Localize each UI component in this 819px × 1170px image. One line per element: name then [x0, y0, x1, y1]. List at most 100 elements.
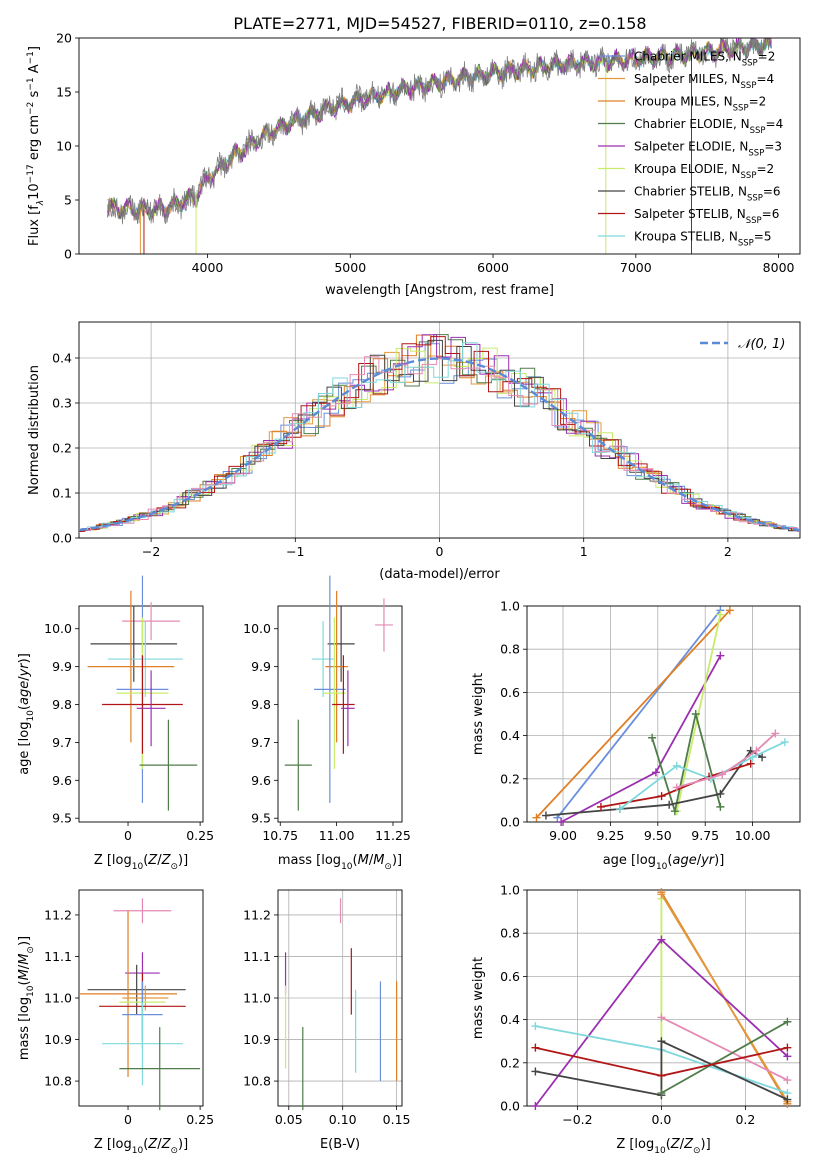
x-tick-label: 7000 — [620, 260, 652, 275]
x-tick-label: 5000 — [334, 260, 366, 275]
y-tick-label: 0.0 — [500, 1099, 520, 1114]
x-tick-label: 0 — [124, 1112, 132, 1127]
axes-frame — [526, 889, 801, 1107]
y-tick-label: 11.1 — [44, 949, 72, 964]
y-tick-label: 0.2 — [52, 441, 72, 456]
y-tick-label: 9.9 — [251, 659, 271, 674]
weight-lines — [531, 888, 792, 1110]
gaussian-curve — [79, 357, 800, 532]
y-tick-label: 0.8 — [500, 642, 520, 657]
spectrum-legend: Chabrier MILES, NSSP=2 Salpeter MILES, NS… — [598, 50, 783, 249]
weight-point-marker — [531, 1102, 540, 1110]
x-axis-label: wavelength [Angstrom, rest frame] — [325, 283, 554, 298]
spectrum-lines — [107, 38, 772, 254]
x-tick-label: 0 — [124, 828, 132, 843]
weight-series-line — [675, 614, 722, 812]
weight-point-marker — [557, 818, 566, 826]
x-axis-label: (data-model)/error — [379, 567, 500, 582]
axes-frame — [78, 889, 204, 1107]
figure-title: PLATE=2771, MJD=54527, FIBERID=0110, z=0… — [233, 14, 646, 33]
y-axis-label: Flux [fλ10−17 erg cm−2 s−1 A−1] — [26, 46, 46, 246]
weight-vs-age-panel: 9.00 9.25 9.50 9.75 10.00 0.0 0.2 0.4 0.6 0.8 1.0 a… — [471, 599, 801, 872]
weight-point-marker — [532, 813, 541, 822]
data-spectrum-line — [107, 38, 772, 225]
weight-point-marker — [657, 1037, 666, 1046]
weight-point-marker — [716, 651, 725, 660]
error-bars — [284, 898, 398, 1111]
weight-series-line — [535, 1039, 788, 1101]
y-tick-label: 10.0 — [44, 621, 72, 636]
weight-point-marker — [783, 1017, 792, 1026]
weight-point-marker — [672, 761, 681, 770]
weight-point-marker — [718, 770, 727, 779]
weight-point-marker — [531, 1043, 540, 1052]
legend-entry: Salpeter MILES, NSSP=4 — [634, 72, 774, 91]
legend-entry: Kroupa ELODIE, NSSP=2 — [634, 162, 774, 181]
legend-entry: Salpeter STELIB, NSSP=6 — [634, 207, 779, 226]
y-tick-label: 0.6 — [500, 969, 520, 984]
x-tick-label: −2 — [142, 544, 160, 559]
weight-point-marker — [670, 807, 679, 816]
weight-point-marker — [665, 800, 674, 809]
weight-vs-z-panel: −0.2 0.0 0.2 0.0 0.2 0.4 0.6 0.8 1.0 Z [log10(Z/Z… — [471, 883, 801, 1156]
y-axis-label: mass weight — [471, 957, 486, 1039]
axes-frame — [78, 605, 204, 823]
y-tick-label: 20 — [56, 31, 72, 46]
weight-point-marker — [748, 753, 757, 762]
weight-lines — [532, 606, 789, 826]
y-tick-label: 9.7 — [251, 735, 271, 750]
weight-series-line — [535, 609, 731, 819]
weight-point-marker — [657, 1013, 666, 1022]
x-tick-label: 9.50 — [644, 828, 672, 843]
y-tick-label: 10.8 — [243, 1074, 271, 1089]
mass-vs-ebv-panel: 0.05 0.10 0.15 10.8 10.9 11.0 11.1 11.2 E(B-V) — [243, 889, 411, 1152]
weight-point-marker — [725, 606, 734, 615]
weight-point-marker — [657, 890, 666, 899]
y-tick-label: 11.0 — [44, 991, 72, 1006]
y-tick-label: 11.2 — [44, 907, 72, 922]
y-tick-label: 0.6 — [500, 685, 520, 700]
y-tick-label: 0.4 — [500, 728, 520, 743]
y-tick-label: 0.0 — [500, 815, 520, 830]
weight-point-marker — [651, 768, 660, 777]
weight-point-marker — [657, 935, 666, 944]
x-tick-label: 9.25 — [596, 828, 624, 843]
x-tick-label: 0 — [436, 544, 444, 559]
x-tick-label: 2 — [724, 544, 732, 559]
y-tick-label: 0.0 — [52, 531, 72, 546]
axes-frame — [526, 605, 801, 823]
x-axis-label: Z [log10(Z/Z⊙)] — [94, 1137, 188, 1156]
weight-series-line — [556, 609, 722, 819]
x-axis-label: Z [log10(Z/Z⊙)] — [616, 1137, 710, 1156]
error-bars — [87, 575, 198, 811]
x-axis-label: E(B-V) — [320, 1137, 360, 1152]
residuals-panel: −2 −1 0 1 2 0.0 0.1 0.2 0.3 0.4 𝒩(0, 1) (data-model… — [27, 321, 801, 582]
age-vs-mass-panel: 10.75 11.00 11.25 9.5 9.6 9.7 9.8 9.9 10.0 mass [… — [243, 575, 411, 872]
y-tick-label: 0.3 — [52, 396, 72, 411]
weight-point-marker — [531, 1067, 540, 1076]
weight-point-marker — [783, 1052, 792, 1061]
weight-point-marker — [716, 802, 725, 811]
x-tick-label: 10.00 — [735, 828, 771, 843]
weight-point-marker — [780, 738, 789, 747]
weight-point-marker — [746, 759, 755, 768]
weight-point-marker — [783, 1043, 792, 1052]
axes-frame — [78, 37, 801, 255]
weight-series-line — [660, 1016, 788, 1081]
weight-series-line — [545, 749, 763, 817]
legend-entry: Chabrier MILES, NSSP=2 — [634, 50, 775, 69]
x-tick-label: 8000 — [763, 260, 795, 275]
histogram-line — [79, 356, 800, 532]
y-tick-label: 9.8 — [52, 697, 72, 712]
weight-series-line — [676, 732, 777, 789]
x-tick-label: 0.2 — [735, 1112, 755, 1127]
y-tick-label: 0.2 — [500, 1055, 520, 1070]
mass-vs-z-panel: 0 0.25 10.8 10.9 11.0 11.1 11.2 Z [log10(Z/Z⊙)]… — [17, 889, 214, 1156]
y-tick-label: 10 — [56, 139, 72, 154]
y-tick-label: 0.1 — [52, 486, 72, 501]
weight-point-marker — [672, 783, 681, 792]
legend-entry: Kroupa MILES, NSSP=2 — [634, 95, 766, 114]
x-tick-label: 10.75 — [262, 828, 298, 843]
y-tick-label: 0.4 — [500, 1012, 520, 1027]
